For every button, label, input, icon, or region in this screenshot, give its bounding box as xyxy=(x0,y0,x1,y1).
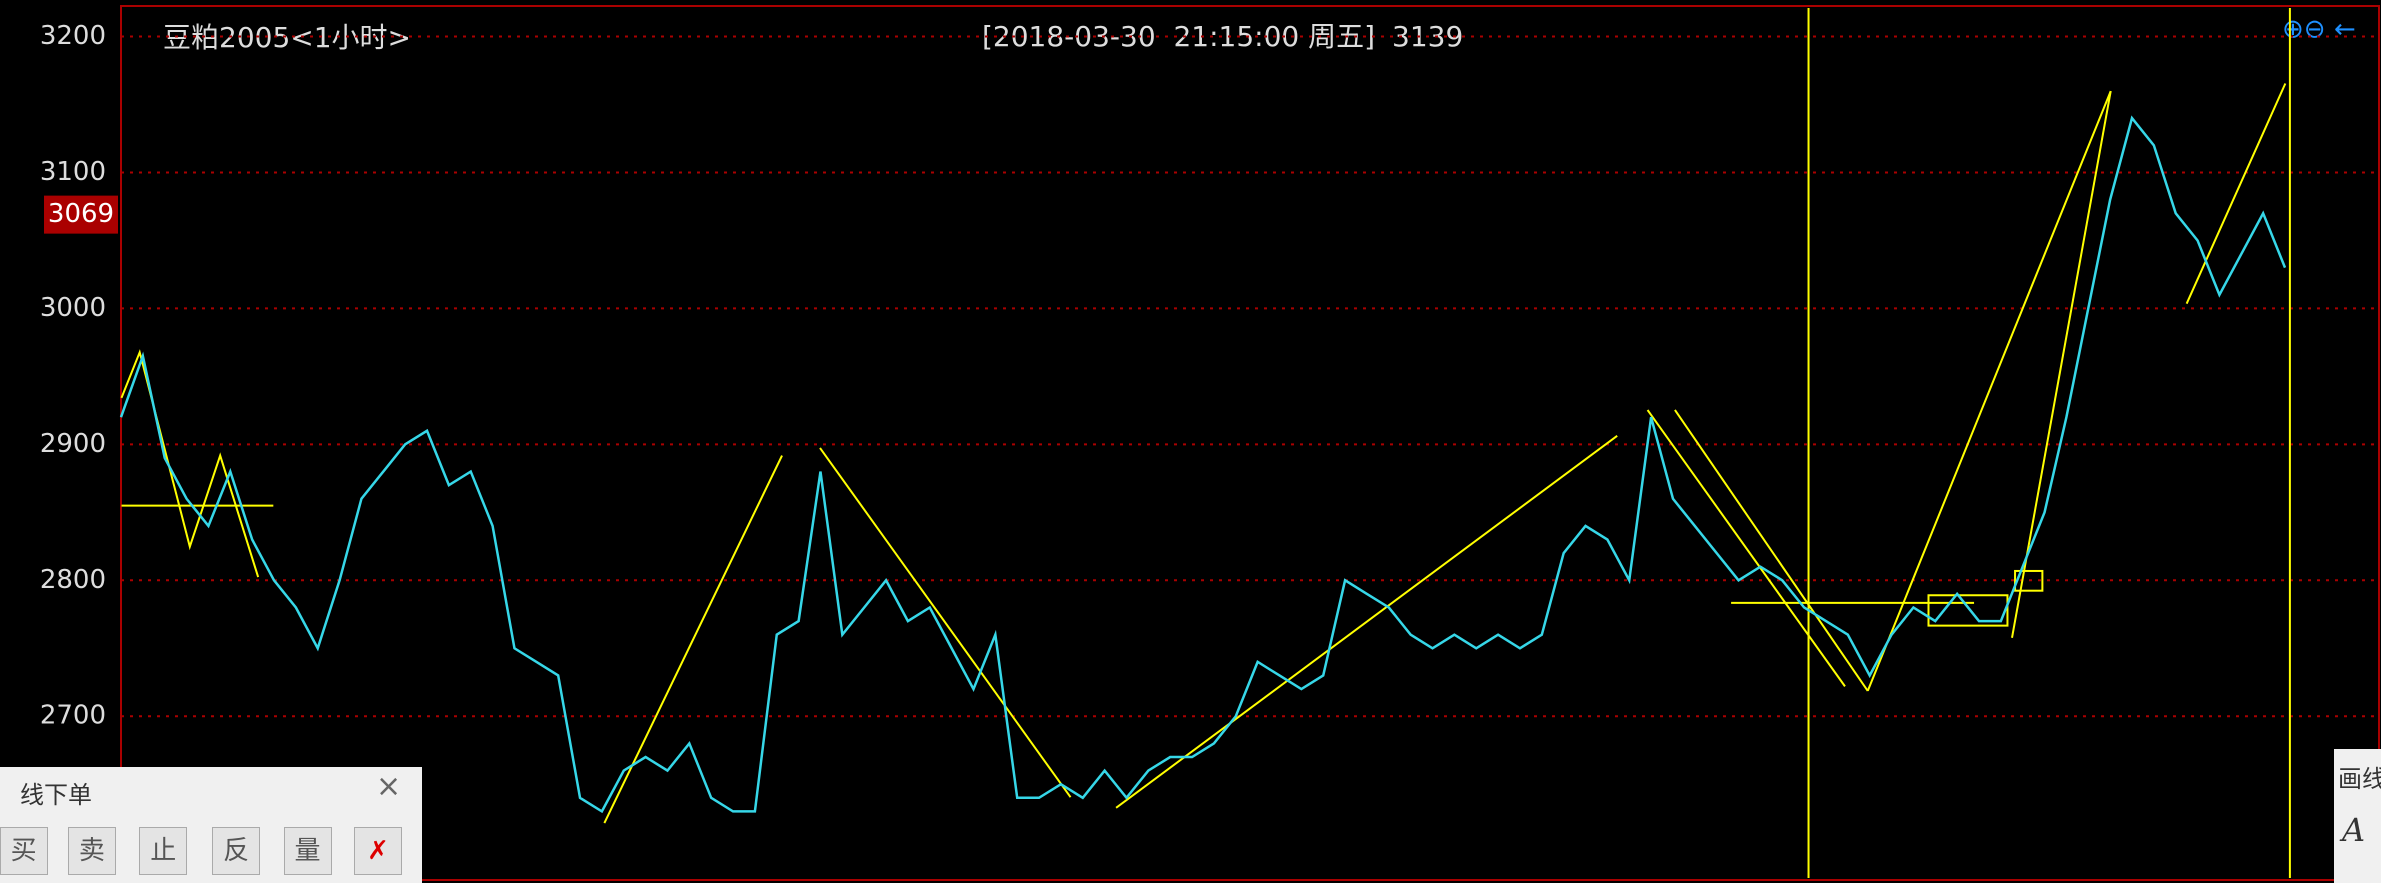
close-button[interactable]: × xyxy=(376,769,402,804)
drawing-line xyxy=(1646,409,1846,687)
drawing-line xyxy=(120,349,260,578)
drawing-box xyxy=(1927,594,2009,627)
price-line xyxy=(119,115,2287,814)
price-marker-box xyxy=(44,195,118,234)
cancel-button[interactable]: ✗ xyxy=(354,827,402,875)
price-marker: 3069 xyxy=(48,199,114,229)
y-tick-label: 3200 xyxy=(40,21,106,51)
draw-panel: 画线 A xyxy=(2334,749,2381,883)
drawing-line xyxy=(2185,83,2287,305)
zoom-icons[interactable]: ⊕⊖ ← xyxy=(2282,15,2356,45)
text-tool[interactable]: A xyxy=(2342,811,2366,849)
y-tick-label: 2700 xyxy=(40,701,106,731)
drawing-line xyxy=(2011,90,2112,638)
order-button[interactable]: 卖 xyxy=(67,827,116,875)
drawing-box xyxy=(2014,569,2044,592)
drawing-line xyxy=(1115,435,1618,809)
order-panel-title: 线下单 xyxy=(20,781,92,809)
order-panel: 线下单 × 买卖止反量 ✗ xyxy=(0,767,422,883)
order-button[interactable]: 反 xyxy=(212,827,261,875)
order-button[interactable]: 止 xyxy=(139,827,188,875)
order-button[interactable]: 买 xyxy=(0,827,48,875)
order-button[interactable]: 量 xyxy=(283,827,332,875)
y-tick-label: 3100 xyxy=(40,157,106,187)
plot-frame xyxy=(120,5,2380,881)
drawing-line xyxy=(1866,90,2112,692)
draw-panel-title: 画线 xyxy=(2338,765,2381,793)
drawing-line xyxy=(819,447,1072,798)
y-tick-label: 2900 xyxy=(40,429,106,459)
drawing-line xyxy=(603,455,783,824)
y-tick-label: 3000 xyxy=(40,293,106,323)
drawing-line xyxy=(1674,409,1869,692)
y-tick-label: 2800 xyxy=(40,565,106,595)
